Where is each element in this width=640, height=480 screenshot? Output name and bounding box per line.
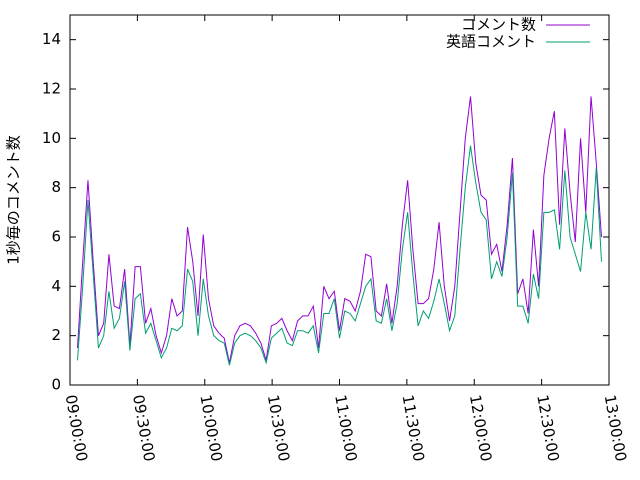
y-tick-label: 10 [42,129,61,147]
x-tick-label: 09:00:00 [62,393,91,462]
x-tick-label: 10:00:00 [196,393,225,462]
x-tick-label: 12:00:00 [466,393,495,462]
y-tick-label: 2 [51,326,61,344]
y-tick-label: 6 [51,228,61,246]
y-axis-label: 1秒毎のコメント数 [5,135,23,265]
y-tick-label: 12 [42,80,61,98]
y-tick-label: 0 [51,376,61,394]
x-tick-label: 11:00:00 [331,393,360,462]
x-tick-label: 10:30:00 [264,393,293,462]
x-tick-label: 09:30:00 [129,393,158,462]
series-line [76,96,603,363]
series-line [76,145,603,366]
x-tick-label: 11:30:00 [399,393,428,462]
y-tick-label: 14 [42,30,61,48]
x-tick-label: 12:30:00 [533,393,562,462]
legend-label: コメント数 [461,16,536,34]
y-tick-label: 4 [51,277,61,295]
legend-label: 英語コメント [446,33,536,51]
x-tick-label: 13:00:00 [601,393,630,462]
y-tick-label: 8 [51,178,61,196]
